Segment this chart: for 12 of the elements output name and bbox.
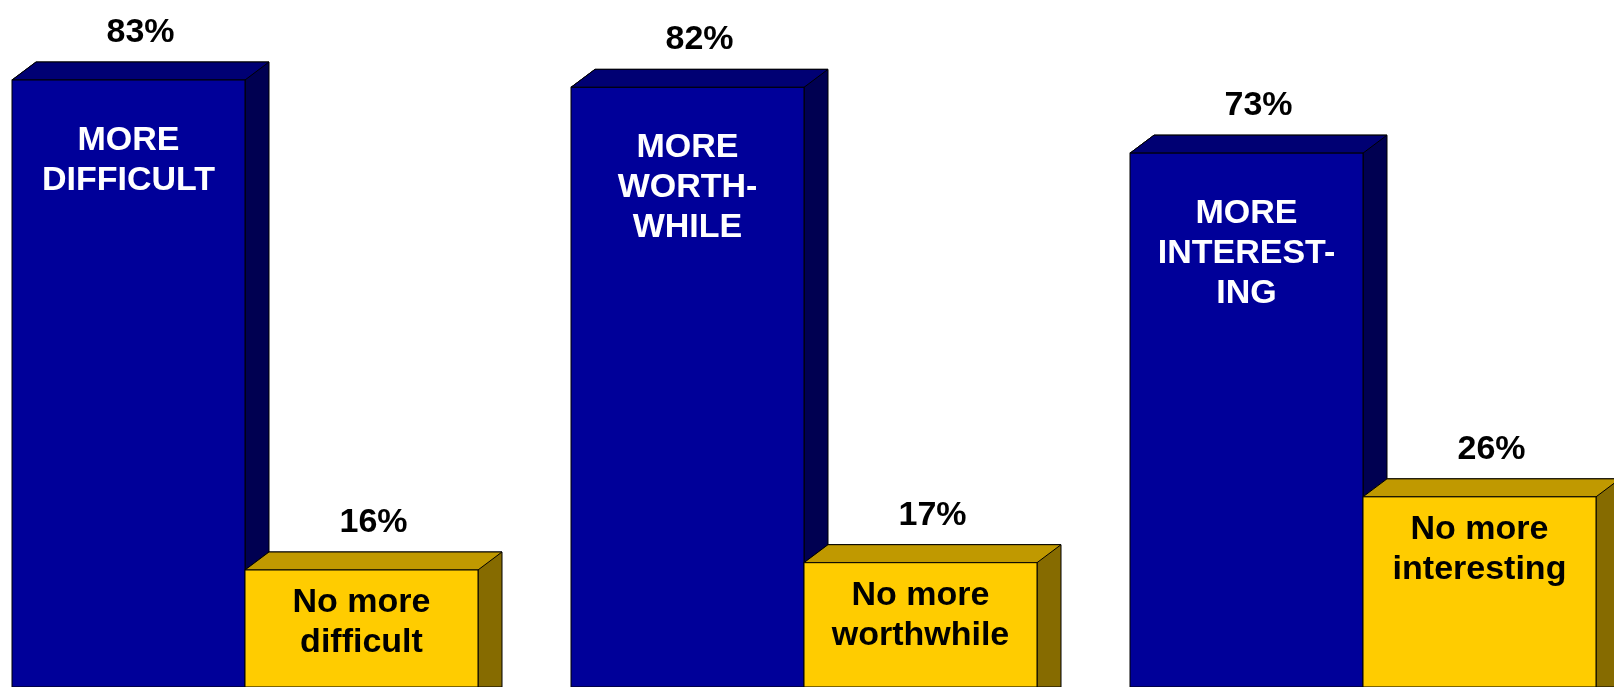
x-tick-label: No more worthwhile	[830, 573, 1010, 652]
data-label: 82%	[665, 18, 734, 57]
data-label: 83%	[106, 11, 175, 49]
data-label: 16%	[339, 500, 408, 539]
data-label: 26%	[1457, 427, 1526, 466]
x-tick-label: MORE DIFFICULT	[41, 119, 216, 197]
x-tick-label: MORE WORTH- WHILE	[617, 126, 758, 245]
x-tick-label: MORE INTEREST- ING	[1157, 192, 1336, 311]
x-tick-label: No more interesting	[1392, 507, 1567, 586]
data-label: 17%	[898, 493, 967, 532]
data-label: 73%	[1224, 84, 1293, 123]
x-tick-label: No more difficult	[292, 580, 431, 659]
